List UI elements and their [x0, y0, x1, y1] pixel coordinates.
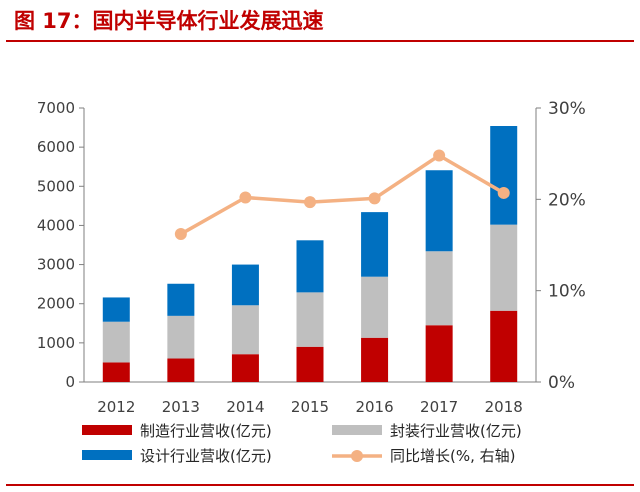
y-left-tick-label: 1000 [37, 334, 75, 352]
x-tick-label: 2012 [97, 398, 135, 416]
y-left-tick-label: 0 [65, 373, 75, 391]
title-underline [6, 40, 634, 42]
y-right-tick-label: 10% [548, 282, 586, 302]
growth-line-point [433, 149, 446, 162]
bar-segment [490, 310, 518, 382]
y-right-tick-label: 20% [548, 190, 586, 210]
growth-line-point [368, 192, 381, 205]
bar-segment [231, 305, 259, 355]
legend: 制造行业营收(亿元) 封装行业营收(亿元) 设计行业营收(亿元) 同比增长(%, 右轴… [82, 422, 522, 465]
bar-segment [231, 354, 259, 382]
bar-segment [296, 292, 324, 347]
y-left-tick-label: 5000 [37, 177, 75, 195]
growth-line-point [304, 196, 316, 209]
figure-title: 图 17：国内半导体行业发展迅速 [14, 9, 324, 33]
bar-segment [425, 170, 453, 252]
bar-segment [361, 212, 389, 277]
bar-segment [296, 346, 324, 382]
bar-segment [490, 224, 518, 311]
y-right-tick-label: 0% [548, 373, 575, 393]
growth-line [174, 149, 510, 241]
bar-segment [425, 325, 453, 382]
growth-line-point [497, 186, 510, 199]
bar-segment [102, 362, 130, 382]
legend-swatch [82, 450, 132, 460]
x-tick-label: 2017 [420, 398, 458, 416]
legend-label: 封装行业营收(亿元) [390, 422, 522, 440]
bar-segment [490, 126, 518, 225]
bar-segment [361, 337, 389, 382]
bar-segment [231, 264, 259, 306]
legend-swatch-marker [351, 450, 363, 462]
bar-segment [167, 283, 195, 316]
bottom-rule [6, 484, 634, 486]
y-right-tick-label: 30% [548, 99, 586, 119]
bar-segment [425, 251, 453, 326]
bars [102, 126, 518, 382]
y-left-tick-label: 3000 [37, 256, 75, 274]
bar-segment [102, 321, 130, 363]
bar-segment [361, 276, 389, 338]
bar-segment [102, 297, 130, 322]
legend-label: 设计行业营收(亿元) [140, 447, 272, 465]
x-tick-label: 2018 [485, 398, 523, 416]
growth-line-path [179, 153, 505, 236]
bar-segment [296, 240, 324, 293]
x-tick-label: 2014 [226, 398, 264, 416]
legend-label: 制造行业营收(亿元) [140, 422, 272, 440]
axes: 0 1000 2000 3000 4000 5000 6000 7000 0% 10% 20% 30%… [37, 99, 586, 416]
growth-line-point [174, 228, 187, 241]
y-left-tick-label: 7000 [37, 99, 75, 117]
x-tick-label: 2016 [355, 398, 393, 416]
legend-swatch [332, 425, 382, 435]
y-left-tick-label: 2000 [37, 295, 75, 313]
legend-swatch [82, 425, 132, 435]
legend-label: 同比增长(%, 右轴) [390, 447, 516, 465]
x-tick-label: 2013 [162, 398, 200, 416]
x-tick-label: 2015 [291, 398, 329, 416]
bar-segment [167, 358, 195, 382]
bar-segment [167, 315, 195, 359]
y-left-tick-label: 4000 [37, 216, 75, 234]
y-left-tick-label: 6000 [37, 138, 75, 156]
growth-line-point [239, 191, 252, 204]
